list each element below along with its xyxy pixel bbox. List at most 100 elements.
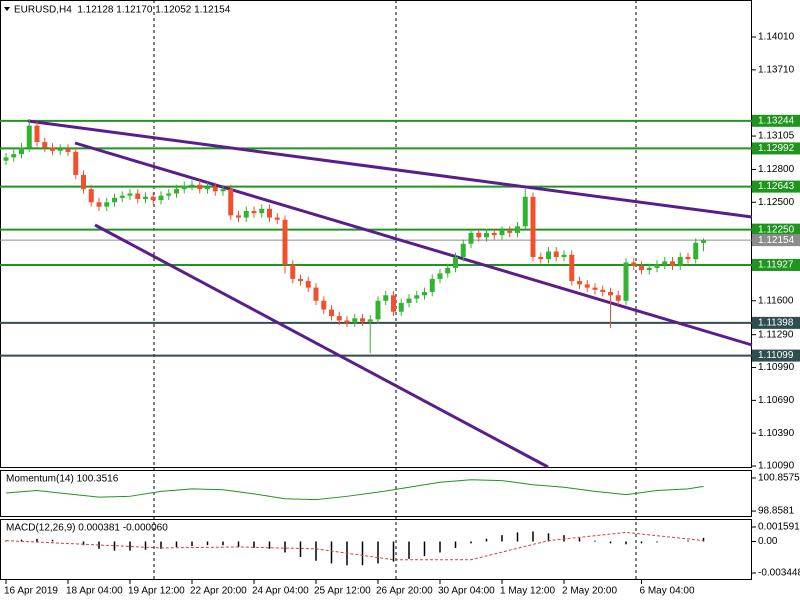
candle-body bbox=[112, 197, 117, 203]
x-tick-label: 24 Apr 04:00 bbox=[252, 586, 309, 597]
candle-body bbox=[321, 300, 327, 310]
candle-body bbox=[274, 217, 280, 220]
candle-body bbox=[569, 254, 575, 282]
candle-body bbox=[491, 232, 497, 236]
level-tag bbox=[752, 349, 800, 362]
candle-body bbox=[608, 292, 613, 296]
y-tick-label: 1.10390 bbox=[758, 428, 795, 439]
candle-body bbox=[251, 211, 257, 214]
candle-body bbox=[282, 219, 288, 265]
candle-body bbox=[189, 184, 195, 186]
y-tick-label: 1.10090 bbox=[758, 461, 795, 472]
candle-body bbox=[228, 189, 234, 216]
candle-body bbox=[375, 300, 381, 320]
x-tick-label: 18 Apr 04:00 bbox=[66, 586, 123, 597]
collapse-icon bbox=[4, 7, 10, 11]
candle-body bbox=[646, 267, 652, 271]
level-label: 1.11099 bbox=[758, 350, 794, 361]
trend-line bbox=[94, 223, 549, 469]
trend-lines bbox=[27, 119, 753, 469]
y-tick-label: 1.13105 bbox=[758, 131, 795, 142]
candle-body bbox=[336, 316, 342, 321]
candle-body bbox=[367, 319, 373, 322]
chart-title: EURUSD,H4 1.12128 1.12170 1.12052 1.1215… bbox=[14, 5, 231, 16]
level-tag bbox=[752, 114, 800, 127]
level-label: 1.13244 bbox=[758, 115, 795, 126]
x-tick-label: 1 May 12:00 bbox=[500, 586, 555, 597]
candle-body bbox=[197, 184, 203, 190]
candle-body bbox=[34, 125, 40, 143]
candle-body bbox=[522, 196, 528, 227]
candle-body bbox=[259, 208, 265, 214]
candle-body bbox=[212, 186, 218, 192]
candle-body bbox=[414, 295, 420, 299]
candle-body bbox=[88, 189, 94, 203]
level-label: 1.11927 bbox=[758, 260, 794, 271]
candle-body bbox=[662, 261, 668, 265]
candle-body bbox=[623, 262, 629, 301]
level-label: 1.12154 bbox=[758, 235, 795, 246]
candle-body bbox=[65, 148, 71, 152]
candle-body bbox=[499, 230, 505, 236]
y-tick-label: 1.14010 bbox=[758, 32, 795, 43]
candle-body bbox=[468, 232, 474, 244]
candle-body bbox=[181, 185, 187, 190]
candle-body bbox=[429, 278, 435, 293]
candle-body bbox=[150, 196, 156, 201]
y-tick-label: 1.12800 bbox=[758, 164, 795, 175]
candle-body bbox=[166, 193, 172, 196]
candle-body bbox=[445, 267, 451, 274]
candle-body bbox=[584, 284, 590, 288]
momentum-title: Momentum(14) 100.3516 bbox=[6, 474, 119, 485]
candle-body bbox=[577, 281, 582, 285]
candle-body bbox=[81, 174, 86, 190]
x-tick-label: 26 Apr 20:00 bbox=[376, 586, 433, 597]
candle-body bbox=[460, 243, 466, 257]
candle-body bbox=[19, 147, 24, 155]
candle-body bbox=[631, 262, 637, 266]
candle-body bbox=[26, 125, 32, 148]
x-tick-label: 16 Apr 2019 bbox=[4, 586, 58, 597]
level-label: 1.12992 bbox=[758, 143, 795, 154]
candle-body bbox=[11, 154, 17, 158]
level-label: 1.12250 bbox=[758, 224, 795, 235]
x-tick-label: 6 May 04:00 bbox=[640, 586, 695, 597]
main-panel bbox=[0, 0, 752, 468]
momentum-panel bbox=[0, 470, 752, 517]
candle-body bbox=[313, 287, 319, 301]
candle-body bbox=[360, 318, 365, 322]
macd-title: MACD(12,26,9) 0.000381 -0.000060 bbox=[6, 523, 168, 534]
candle-body bbox=[422, 292, 427, 296]
candle-body bbox=[406, 298, 412, 303]
y-tick-label: 1.12500 bbox=[758, 197, 795, 208]
y-tick-label: 98.8581 bbox=[758, 506, 795, 517]
candle-body bbox=[437, 273, 443, 279]
candle-body bbox=[639, 265, 644, 271]
level-tag bbox=[752, 180, 800, 193]
macd-panel bbox=[0, 519, 752, 580]
candle-body bbox=[592, 287, 598, 290]
x-tick-label: 30 Apr 04:00 bbox=[438, 586, 495, 597]
y-tick-label: 0.001591 bbox=[758, 522, 800, 533]
candle-body bbox=[553, 251, 559, 257]
x-tick-label: 2 May 20:00 bbox=[562, 586, 617, 597]
level-tag bbox=[752, 223, 800, 236]
trend-line bbox=[27, 119, 753, 219]
y-tick-label: 100.8575 bbox=[758, 473, 800, 484]
candle-body bbox=[484, 232, 489, 238]
candle-body bbox=[344, 320, 350, 323]
candle-body bbox=[600, 289, 606, 293]
candle-body bbox=[391, 295, 396, 312]
macd-signal bbox=[5, 531, 704, 561]
candle-body bbox=[104, 202, 110, 207]
candle-body bbox=[243, 211, 249, 218]
candle-body bbox=[50, 147, 55, 151]
candle-body bbox=[73, 151, 79, 175]
candle-body bbox=[127, 193, 133, 196]
level-tag bbox=[752, 258, 800, 271]
candle-body bbox=[143, 196, 148, 199]
candle-body bbox=[693, 242, 699, 260]
y-tick-label: 1.10690 bbox=[758, 395, 795, 406]
